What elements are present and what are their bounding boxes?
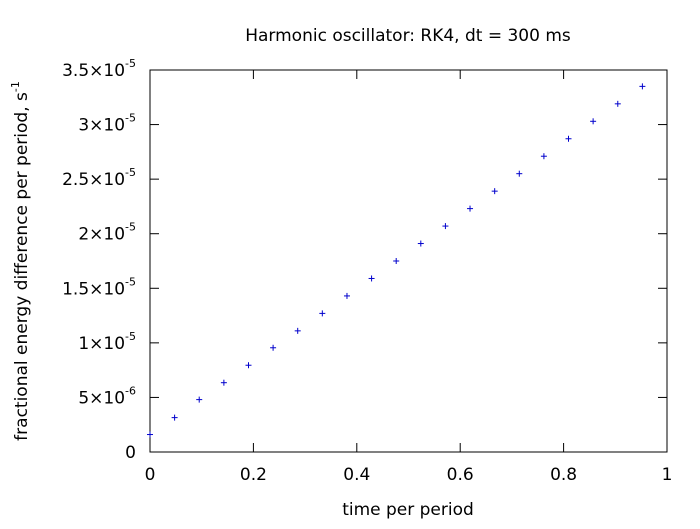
data-point [491,188,498,195]
y-tick-label: 5×10-6 [78,384,136,408]
data-point [639,83,646,90]
data-point [196,396,203,403]
y-axis-label: fractional energy difference per period,… [9,81,32,441]
y-tick-label: 0 [125,443,136,463]
y-axis-ticks: 05×10-61×10-51.5×10-52×10-52.5×10-53×10-… [62,57,667,463]
y-tick-label-exponent: -5 [125,221,136,234]
data-point [442,223,449,230]
y-tick-label-mantissa: 0 [125,443,136,463]
data-point [319,310,326,317]
x-axis-ticks: 0 0.2 0.4 0.6 0.8 1 [145,70,673,485]
y-tick-label-exponent: -5 [125,112,136,125]
data-point [393,258,400,264]
data-point [614,100,621,107]
data-point [540,153,547,160]
x-tick-label: 0.2 [240,465,267,485]
data-point [220,379,227,386]
x-tick-label: 0 [145,465,156,485]
y-tick-label-exponent: -5 [125,57,136,70]
chart-title: Harmonic oscillator: RK4, dt = 300 ms [245,26,571,46]
y-tick-label-exponent: -5 [125,330,136,343]
y-tick-label-exponent: -5 [125,275,136,288]
x-tick-label: 0.6 [447,465,474,485]
data-point [368,275,375,282]
y-tick-label-mantissa: 2×10 [78,225,125,245]
data-point [565,135,572,142]
y-tick-label: 3×10-5 [78,112,136,136]
data-point [294,327,301,334]
plot-frame [149,69,668,453]
data-points [147,83,646,438]
data-point [171,414,178,421]
y-tick-label: 2×10-5 [78,221,136,245]
y-tick-label-mantissa: 5×10 [78,388,125,408]
y-tick-label-mantissa: 2.5×10 [62,170,125,190]
x-tick-label: 0.8 [550,465,577,485]
data-point [467,205,474,212]
data-point [245,362,252,369]
data-point [417,240,424,247]
y-tick-label: 1×10-5 [78,330,136,354]
y-tick-label-mantissa: 1×10 [78,334,125,354]
y-axis-label-exponent: -1 [9,81,22,92]
y-tick-label: 1.5×10-5 [62,275,136,299]
y-tick-label: 3.5×10-5 [62,57,136,81]
x-axis-label: time per period [342,500,474,520]
x-tick-label: 1 [662,465,673,485]
data-point [516,170,523,177]
x-tick-label: 0.4 [343,465,370,485]
y-tick-label-mantissa: 3×10 [78,116,125,136]
y-tick-label-mantissa: 3.5×10 [62,61,125,81]
data-point [147,431,153,438]
data-point [590,118,597,125]
y-tick-label-mantissa: 1.5×10 [62,279,125,299]
y-tick-label-exponent: -5 [125,166,136,179]
y-axis-label-text: fractional energy difference per period,… [12,92,32,441]
y-tick-label-exponent: -6 [125,384,136,397]
data-point [270,344,277,351]
data-point [343,292,350,299]
y-tick-label: 2.5×10-5 [62,166,136,190]
